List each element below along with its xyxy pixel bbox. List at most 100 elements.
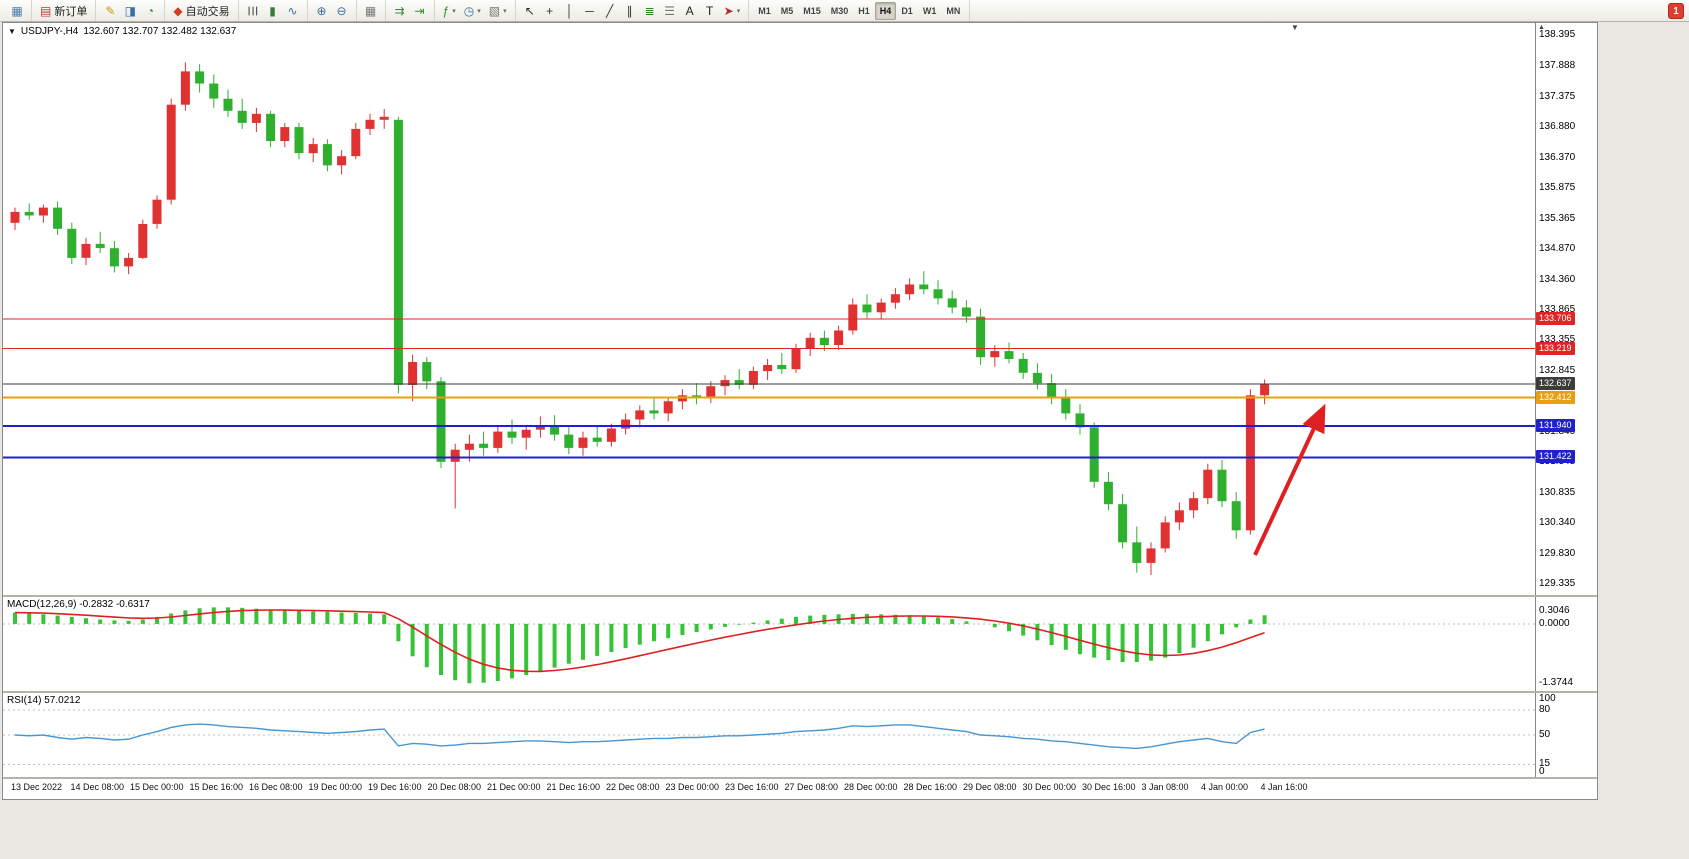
zoom-out-button[interactable]: ⊖ (332, 2, 352, 20)
scroll-group: ⇉ ⇥ (386, 0, 435, 21)
crosshair-button[interactable]: + (540, 2, 560, 20)
chart-shift-marker[interactable]: ▼ (1291, 23, 1299, 32)
candlestick-chart-button[interactable]: ▮ (263, 2, 283, 20)
text-icon: A (685, 3, 694, 18)
text-label-icon: T (705, 3, 714, 18)
macd-row: MACD(12,26,9) -0.2832 -0.6317 0.3046 0.00… (3, 597, 1597, 691)
timeframe-m30-button[interactable]: M30 (830, 5, 849, 16)
rsi-axis-label: 0 (1539, 766, 1545, 777)
price-tag[interactable]: 132.637 (1536, 377, 1575, 390)
timeframe-d1-button[interactable]: D1 (901, 5, 913, 16)
panel-splitter[interactable] (3, 777, 1597, 779)
timeframe-h1-button[interactable]: H1 (858, 5, 870, 16)
new-chart-button[interactable]: ▦ (7, 2, 27, 20)
time-axis-corner (1535, 779, 1595, 797)
metaeditor-icon: ✎ (105, 3, 116, 18)
chevron-down-icon: ▾ (736, 7, 741, 15)
chart-ohlc-values: 132.607 132.707 132.482 132.637 (83, 26, 237, 37)
rsi-chart[interactable] (3, 693, 1535, 777)
time-axis[interactable]: 13 Dec 2022 14 Dec 08:00 15 Dec 00:00 15 De… (3, 779, 1535, 797)
arrows-icon: ➤ (723, 3, 734, 18)
chart-type-group: ☰ ▮ ∿ (239, 0, 308, 21)
vertical-line-button[interactable]: │ (560, 2, 580, 20)
auto-scroll-button[interactable]: ⇉ (390, 2, 410, 20)
candlestick-chart[interactable] (3, 23, 1535, 595)
new-chart-icon: ▦ (11, 3, 23, 18)
zoom-group: ⊕ ⊖ (308, 0, 357, 21)
text-label-button[interactable]: T (700, 2, 720, 20)
periods-button[interactable]: ◷ ▾ (460, 2, 485, 20)
timeframe-m1-button[interactable]: M1 (758, 5, 771, 16)
chart-shift-button[interactable]: ⇥ (410, 2, 430, 20)
rsi-axis-label: 15 (1539, 758, 1551, 769)
zoom-in-icon: ⊕ (316, 3, 327, 18)
templates-button[interactable]: ▧ ▾ (485, 2, 511, 20)
rsi-row: RSI(14) 57.0212 100 80 50 15 0 (3, 693, 1597, 777)
time-axis-label: 13 Dec 2022 (11, 782, 63, 792)
trendline-icon: ╱ (606, 3, 614, 18)
rsi-axis-label: 100 (1539, 693, 1556, 704)
fibonacci-icon: ≣ (644, 3, 655, 18)
strategy-tester-icon: ◔ (146, 3, 154, 18)
indicators-button[interactable]: ƒ ▾ (439, 2, 460, 20)
price-axis[interactable]: ▲ 138.395 137.888 137.375 136.880 136.370 135… (1535, 23, 1595, 595)
time-axis-label: 4 Jan 16:00 (1260, 782, 1308, 792)
auto-trading-button[interactable]: ◆ 自动交易 (169, 2, 233, 20)
indicators-icon: ƒ (442, 3, 450, 18)
line-chart-button[interactable]: ∿ (283, 2, 303, 20)
price-tag[interactable]: 131.422 (1536, 450, 1575, 463)
text-button[interactable]: A (680, 2, 700, 20)
channel-button[interactable]: ∥ (620, 2, 640, 20)
scroll-up-icon[interactable]: ▲ (1538, 24, 1545, 31)
panel-splitter[interactable] (3, 595, 1597, 597)
chart-window: ▼ USDJPY-,H4 132.607 132.707 132.482 132… (2, 22, 1598, 800)
timeframe-w1-button[interactable]: W1 (922, 5, 937, 16)
price-axis-label: 134.870 (1539, 243, 1576, 254)
price-axis-label: 133.865 (1539, 304, 1576, 315)
toolbar-groups: ▦ ▤ 新订单 ✎ ◨ ◔ ◆ 自动交易 ☰ ▮ ∿ ⊕ ⊖ ▦ ⇉ ⇥ ƒ ▾ ◷ ▾ ▧ ▾ ↖ + │ ─ ╱ ∥ ≣ ☰ A T ➤ ▾ M… (3, 0, 971, 21)
trendline-button[interactable]: ╱ (600, 2, 620, 20)
time-axis-label: 27 Dec 08:00 (784, 782, 839, 792)
insert-group: ƒ ▾ ◷ ▾ ▧ ▾ (435, 0, 516, 21)
strategy-tester-button[interactable]: ◔ (140, 2, 160, 20)
zoom-in-button[interactable]: ⊕ (312, 2, 332, 20)
price-axis-label: 132.845 (1539, 365, 1576, 376)
main-chart-canvas[interactable]: ▼ USDJPY-,H4 132.607 132.707 132.482 132… (3, 23, 1535, 595)
arrows-button[interactable]: ➤ ▾ (720, 2, 745, 20)
price-tag[interactable]: 133.219 (1536, 342, 1575, 355)
metaeditor-button[interactable]: ✎ (100, 2, 120, 20)
timeframe-m5-button[interactable]: M5 (780, 5, 794, 16)
terminal-button[interactable]: ◨ (120, 2, 140, 20)
panel-splitter[interactable] (3, 691, 1597, 693)
price-tag[interactable]: 133.706 (1536, 312, 1575, 325)
price-tag[interactable]: 132.412 (1536, 391, 1575, 404)
timeframe-group: M1 M5 M15 M30 H1 H4 D1 W1 MN (749, 0, 971, 21)
one-click-trading-toggle[interactable]: ▼ (8, 27, 16, 36)
timeframe-m15-button[interactable]: M15 (803, 5, 821, 16)
cycle-lines-button[interactable]: ☰ (660, 2, 680, 20)
time-axis-label: 28 Dec 00:00 (844, 782, 898, 792)
horizontal-line-button[interactable]: ─ (580, 2, 600, 20)
price-tag[interactable]: 131.940 (1536, 419, 1575, 432)
macd-chart[interactable] (3, 597, 1535, 691)
time-axis-label: 23 Dec 00:00 (665, 782, 720, 792)
macd-panel[interactable]: MACD(12,26,9) -0.2832 -0.6317 (3, 597, 1535, 691)
channel-icon: ∥ (626, 3, 633, 18)
fibonacci-button[interactable]: ≣ (640, 2, 660, 20)
macd-axis-label: -1.3744 (1539, 677, 1573, 688)
tile-windows-button[interactable]: ▦ (361, 2, 381, 20)
rsi-axis-label: 50 (1539, 729, 1551, 740)
bar-chart-button[interactable]: ☰ (243, 2, 263, 20)
price-axis-label: 137.888 (1539, 60, 1576, 71)
macd-axis-label: 0.3046 (1539, 605, 1570, 616)
price-axis-label: 130.835 (1539, 487, 1576, 498)
auto-trading-icon: ◆ (173, 3, 183, 18)
rsi-panel[interactable]: RSI(14) 57.0212 (3, 693, 1535, 777)
notification-badge[interactable]: 1 (1668, 3, 1684, 19)
time-axis-label: 22 Dec 08:00 (606, 782, 660, 792)
new-order-button[interactable]: ▤ 新订单 (36, 2, 91, 20)
timeframe-mn-button[interactable]: MN (946, 5, 961, 16)
main-chart-row: ▼ USDJPY-,H4 132.607 132.707 132.482 132… (3, 23, 1597, 595)
cursor-button[interactable]: ↖ (520, 2, 540, 20)
timeframe-h4-button[interactable]: H4 (874, 1, 897, 20)
